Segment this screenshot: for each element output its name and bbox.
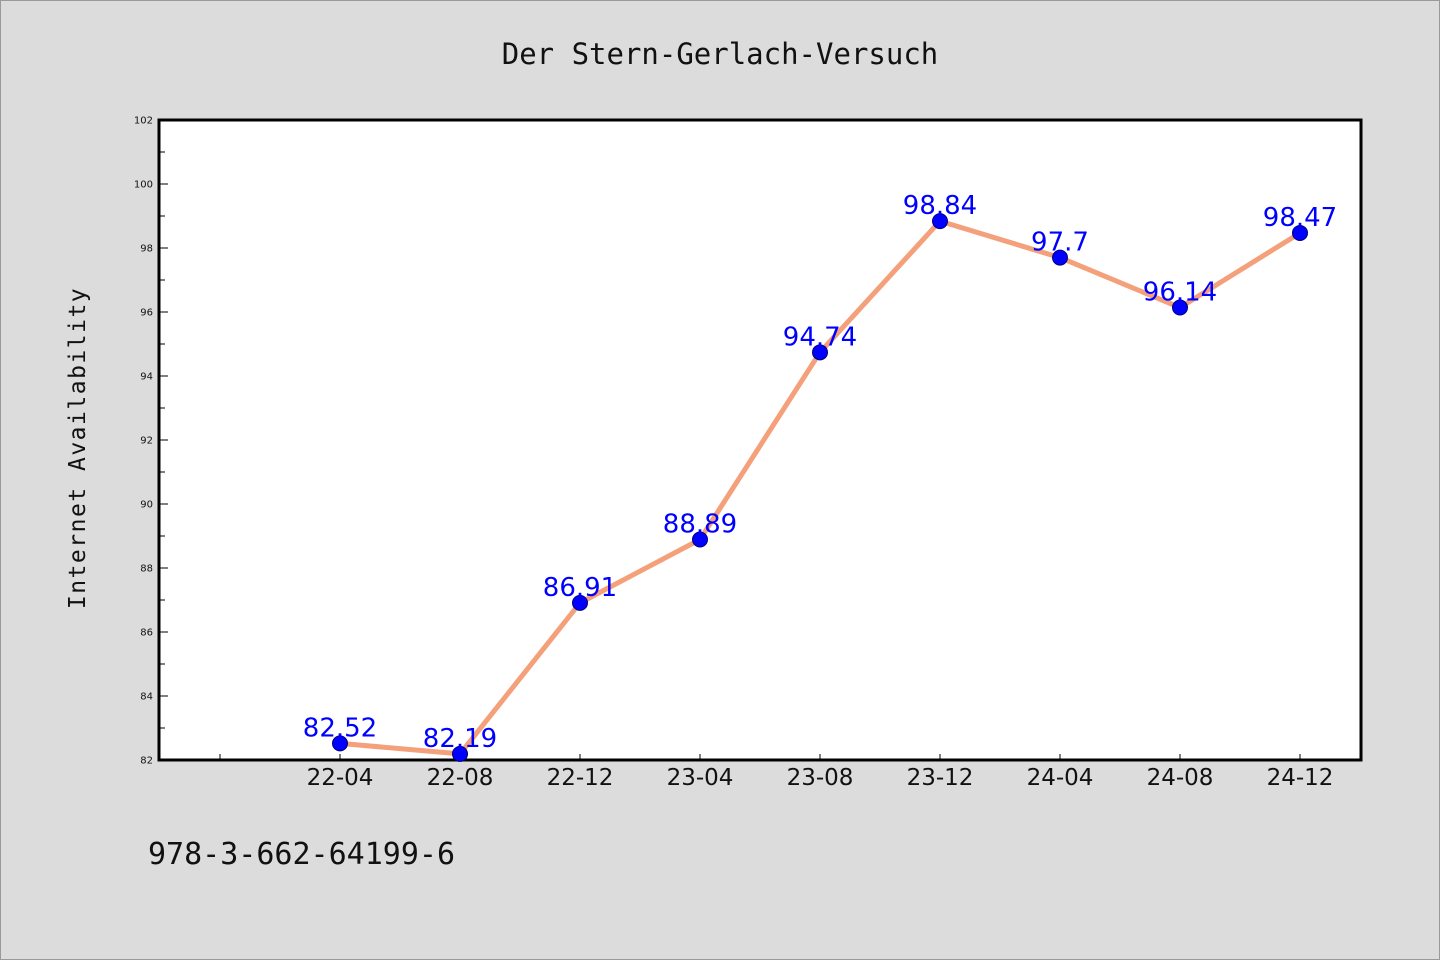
x-tick-label: 22-04: [307, 765, 374, 791]
data-label: 88.89: [663, 510, 737, 540]
data-points: [332, 213, 1308, 762]
x-axis-ticks: 22-04 22-08 22-12 23-04 23-08 23-12 24-04 24-08…: [219, 754, 1334, 791]
y-tick-label: 90: [140, 500, 153, 511]
data-label: 82.52: [303, 713, 377, 743]
y-tick-label: 100: [134, 180, 153, 191]
data-label: 94.74: [783, 322, 857, 352]
data-point: [332, 735, 348, 752]
data-label: 86.91: [543, 573, 617, 603]
data-labels: 82.52 82.19 86.91 88.89 94.74 98.84 97.7 96.14 9…: [303, 191, 1337, 754]
x-tick-label: 24-08: [1147, 765, 1214, 791]
data-point: [452, 745, 468, 762]
y-tick-label: 82: [140, 756, 153, 767]
y-tick-label: 98: [140, 244, 153, 255]
plot-area: [157, 118, 1363, 762]
data-point: [1172, 299, 1188, 316]
x-tick-label: 22-08: [427, 765, 494, 791]
data-label: 96.14: [1143, 278, 1217, 308]
y-tick-label: 84: [140, 692, 153, 703]
data-label: 98.84: [903, 191, 977, 221]
x-tick-label: 22-12: [547, 765, 614, 791]
y-axis-label: Internet Availability: [65, 287, 91, 609]
data-label: 98.47: [1263, 203, 1337, 233]
x-tick-label: 24-04: [1027, 765, 1094, 791]
data-label: 97.7: [1031, 228, 1089, 258]
chart-title: Der Stern-Gerlach-Versuch: [502, 37, 939, 71]
x-tick-label: 24-12: [1267, 765, 1334, 791]
y-tick-label: 102: [134, 116, 153, 127]
x-tick-label: 23-04: [667, 765, 734, 791]
data-label: 82.19: [423, 724, 497, 754]
x-tick-label: 23-08: [787, 765, 854, 791]
data-point: [1292, 224, 1308, 241]
footer-code: 978-3-662-64199-6: [148, 837, 455, 872]
y-axis-ticks: 82 84 86 88 90 92 94 96 98 100 102: [134, 116, 168, 767]
y-tick-label: 88: [140, 564, 153, 575]
y-tick-label: 92: [140, 436, 153, 447]
data-point: [572, 594, 588, 611]
y-tick-label: 96: [140, 308, 153, 319]
y-tick-label: 86: [140, 628, 153, 639]
y-tick-label: 94: [140, 372, 153, 383]
data-point: [1052, 249, 1068, 266]
data-point: [692, 531, 708, 548]
data-point: [812, 344, 828, 361]
data-point: [932, 213, 948, 230]
x-tick-label: 23-12: [907, 765, 974, 791]
